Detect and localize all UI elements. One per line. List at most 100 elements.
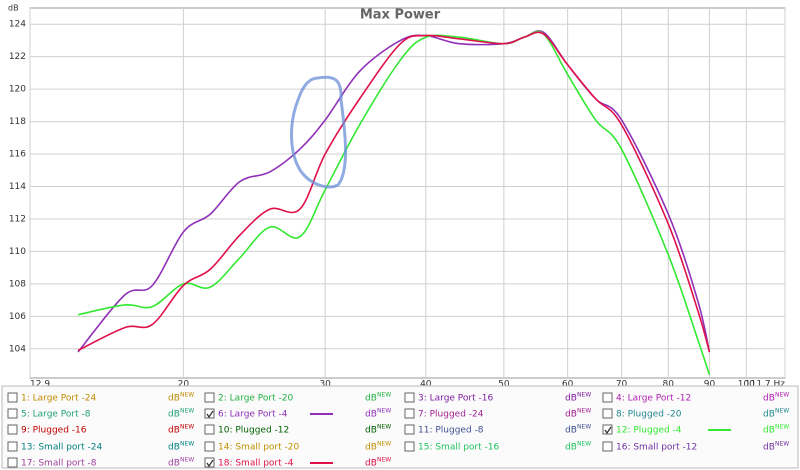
legend-entry[interactable]: 9: Plugged -16 dB NEW	[7, 424, 194, 436]
legend-label: 14: Small port -20	[218, 443, 299, 453]
legend-label: 8: Plugged -20	[616, 410, 682, 420]
checkbox[interactable]	[7, 441, 18, 452]
checkbox[interactable]	[602, 392, 613, 403]
plot-area	[29, 7, 786, 379]
legend-entry[interactable]: 3: Large Port -16 dB NEW	[404, 392, 591, 404]
legend-entry[interactable]: 11: Plugged -8 dB NEW	[404, 424, 591, 436]
checkbox[interactable]	[404, 441, 415, 452]
legend-entry[interactable]: 5: Large Port -8 dB NEW	[7, 408, 194, 420]
new-badge: NEW	[775, 424, 789, 431]
checkbox[interactable]	[7, 392, 18, 403]
unit-label: dB	[763, 426, 775, 436]
unit-label: dB	[365, 443, 377, 453]
checkbox[interactable]	[204, 392, 215, 403]
x-tick-label: 30	[319, 380, 331, 390]
new-badge: NEW	[377, 392, 391, 399]
unit-label: dB	[763, 410, 775, 420]
legend-entry[interactable]: 18: Small port -4 dB NEW	[204, 457, 391, 469]
unit-label: dB	[565, 410, 577, 420]
legend-entry[interactable]: 12: Plugged -4 dB NEW	[602, 424, 789, 436]
checkbox[interactable]	[602, 441, 613, 452]
checkbox[interactable]	[404, 392, 415, 403]
unit-label: dB	[168, 394, 180, 404]
y-tick-label: 122	[9, 52, 26, 62]
new-badge: NEW	[577, 392, 591, 399]
checkbox[interactable]	[7, 408, 18, 419]
x-tick-label: 60	[562, 380, 574, 390]
legend-entry[interactable]: 6: Large Port -4 dB NEW	[204, 408, 391, 420]
legend-panel	[1, 385, 799, 469]
unit-label: dB	[565, 443, 577, 453]
x-tick-label: 90	[704, 380, 716, 390]
legend-entry[interactable]: 16: Small port -12 dB NEW	[602, 441, 789, 453]
legend-label: 18: Small port -4	[218, 459, 294, 469]
checkbox[interactable]	[7, 424, 18, 435]
legend-label: 5: Large Port -8	[21, 410, 91, 420]
unit-label: dB	[365, 459, 377, 469]
new-badge: NEW	[180, 441, 194, 448]
unit-label: dB	[565, 394, 577, 404]
unit-label: dB	[763, 443, 775, 453]
new-badge: NEW	[775, 441, 789, 448]
y-tick-label: 110	[9, 247, 26, 257]
unit-label: dB	[365, 394, 377, 404]
series-line	[77, 30, 711, 376]
new-badge: NEW	[180, 392, 194, 399]
legend-label: 3: Large Port -16	[418, 394, 493, 404]
legend-label: 2: Large Port -20	[218, 394, 293, 404]
legend-entry[interactable]: 8: Plugged -20 dB NEW	[602, 408, 789, 420]
unit-label: dB	[168, 426, 180, 436]
checkbox[interactable]	[204, 408, 215, 419]
legend-label: 9: Plugged -16	[21, 426, 87, 436]
y-axis-label: dB	[8, 4, 19, 13]
legend-entry[interactable]: 2: Large Port -20 dB NEW	[204, 392, 391, 404]
checkbox[interactable]	[204, 457, 215, 468]
legend-entry[interactable]: 13: Small port -24 dB NEW	[7, 441, 194, 453]
legend-entry[interactable]: 1: Large Port -24 dB NEW	[7, 392, 194, 404]
legend-entry[interactable]: 14: Small port -20 dB NEW	[204, 441, 391, 453]
new-badge: NEW	[180, 457, 194, 464]
x-tick-label: 12.9	[30, 380, 50, 390]
checkbox[interactable]	[204, 424, 215, 435]
legend-entry[interactable]: 4: Large Port -12 dB NEW	[602, 392, 789, 404]
legend-label: 17: Small port -8	[21, 459, 97, 469]
y-tick-label: 108	[9, 279, 26, 289]
checkbox[interactable]	[404, 424, 415, 435]
checkbox[interactable]	[204, 441, 215, 452]
y-tick-label: 114	[9, 182, 26, 192]
y-tick-label: 116	[9, 150, 26, 160]
checkmark	[206, 459, 214, 468]
unit-label: dB	[763, 394, 775, 404]
new-badge: NEW	[180, 424, 194, 431]
legend-entry[interactable]: 15: Small port -16 dB NEW	[404, 441, 591, 453]
y-tick-label: 118	[9, 117, 26, 127]
new-badge: NEW	[377, 457, 391, 464]
new-badge: NEW	[377, 424, 391, 431]
unit-label: dB	[365, 426, 377, 436]
unit-label: dB	[168, 410, 180, 420]
legend-entry[interactable]: 10: Plugged -12 dB NEW	[204, 424, 391, 436]
unit-label: dB	[168, 443, 180, 453]
legend-label: 15: Small port -16	[418, 443, 499, 453]
y-tick-label: 112	[9, 214, 26, 224]
new-badge: NEW	[377, 441, 391, 448]
checkbox[interactable]	[602, 424, 613, 435]
legend-label: 12: Plugged -4	[616, 426, 682, 436]
legend-label: 13: Small port -24	[21, 443, 102, 453]
new-badge: NEW	[577, 441, 591, 448]
checkbox[interactable]	[602, 408, 613, 419]
legend-label: 1: Large Port -24	[21, 394, 96, 404]
legend-entry[interactable]: 7: Plugged -24 dB NEW	[404, 408, 591, 420]
checkmark	[604, 426, 612, 435]
y-tick-label: 106	[9, 312, 26, 322]
legend-label: 4: Large Port -12	[616, 394, 691, 404]
legend-entry[interactable]: 17: Small port -8 dB NEW	[7, 457, 194, 469]
y-tick-label: 124	[9, 20, 26, 30]
unit-label: dB	[365, 410, 377, 420]
unit-label: dB	[168, 459, 180, 469]
x-tick-label: 80	[663, 380, 675, 390]
checkbox[interactable]	[7, 457, 18, 468]
checkbox[interactable]	[404, 408, 415, 419]
checkmark	[206, 410, 214, 419]
